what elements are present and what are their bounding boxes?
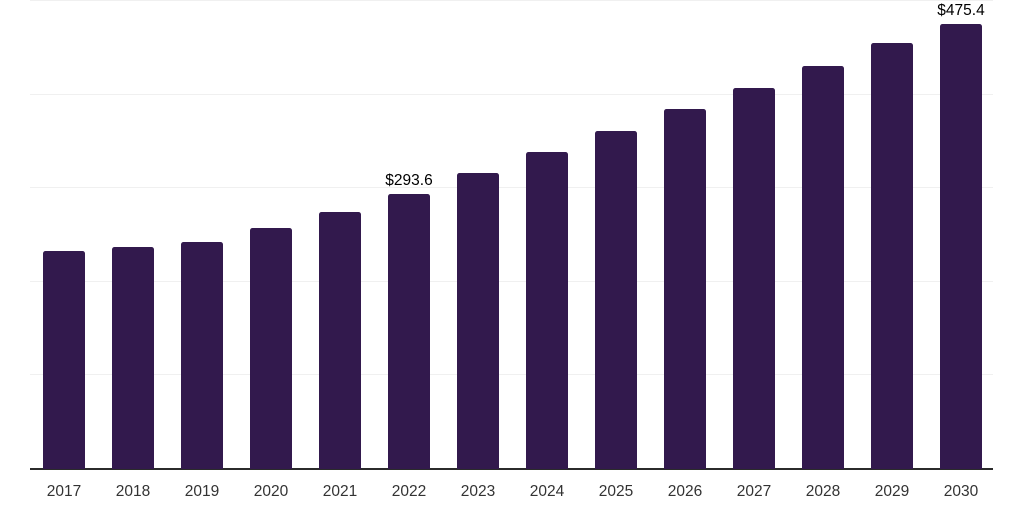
x-tick-label-2029: 2029 [874,483,910,500]
bar-2028 [802,65,844,469]
gridline [30,280,993,282]
bar-2024 [526,151,568,469]
bar-2020 [250,228,292,469]
bar-2027 [733,87,775,469]
bar-2029 [871,43,913,469]
bar-2022 [388,194,430,469]
bar-2025 [595,130,637,469]
x-axis-line [30,468,993,470]
x-tick-label-2026: 2026 [667,483,703,500]
bar-2018 [112,247,154,469]
x-tick-label-2018: 2018 [115,483,151,500]
gridline [30,93,993,95]
x-tick-label-2023: 2023 [460,483,496,500]
x-tick-label-2027: 2027 [736,483,772,500]
gridline [30,374,993,376]
x-tick-label-2025: 2025 [598,483,634,500]
plot-area: $293.6 $475.4 [30,0,993,470]
bar-2017 [43,251,85,469]
x-tick-label-2020: 2020 [253,483,289,500]
x-tick-label-2017: 2017 [46,483,82,500]
x-tick-label-2022: 2022 [391,483,427,500]
gridline [30,187,993,189]
bar-value-label-2022: $293.6 [385,171,433,189]
gridline [30,0,993,1]
x-tick-label-2021: 2021 [322,483,358,500]
x-tick-label-2019: 2019 [184,483,220,500]
bar-value-label-2030: $475.4 [937,1,985,19]
bar-2026 [664,109,706,469]
bar-2019 [181,242,223,469]
bar-2021 [319,212,361,469]
x-tick-label-2024: 2024 [529,483,565,500]
bar-2023 [457,172,499,469]
x-tick-label-2028: 2028 [805,483,841,500]
bar-2030 [940,24,982,469]
x-tick-label-2030: 2030 [943,483,979,500]
